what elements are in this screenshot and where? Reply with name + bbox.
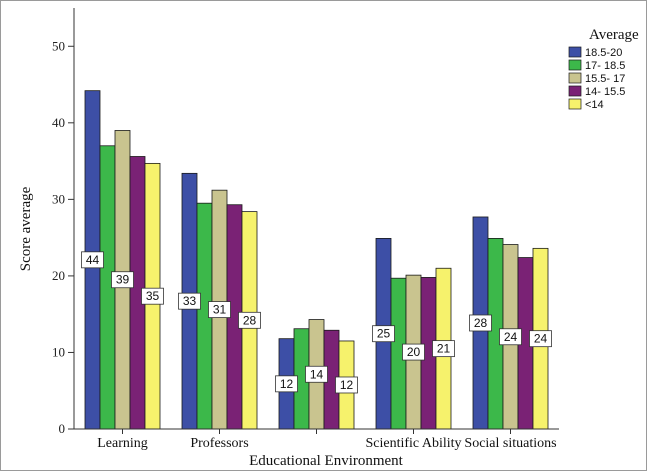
legend-swatch	[568, 59, 582, 71]
data-label: 35	[146, 289, 160, 303]
data-label: 28	[243, 313, 257, 327]
bars: 44 39 35 33 31 28 12 14 12 25 20 21 28 24 24	[81, 90, 552, 430]
data-label-box	[111, 271, 134, 289]
x-tick-label: Social situations	[464, 436, 556, 451]
data-label: 24	[504, 330, 518, 344]
x-tick-label: Learning	[97, 436, 148, 451]
data-label-box	[275, 375, 298, 393]
data-label-box	[208, 301, 231, 318]
data-label-box	[432, 340, 455, 358]
data-label: 12	[340, 378, 354, 392]
data-label-box	[178, 292, 201, 310]
data-label-box	[305, 365, 328, 383]
x-tick-label: Scientific Ability	[365, 436, 461, 451]
y-tick-label: 10	[52, 344, 65, 359]
data-label-box	[499, 328, 522, 346]
x-tick-label: Professors	[190, 436, 248, 451]
legend-swatch	[568, 85, 582, 97]
data-label: 39	[116, 273, 130, 287]
legend-swatch	[568, 72, 582, 84]
data-label-box	[469, 314, 492, 332]
legend-entry: 15.5- 17	[585, 73, 625, 85]
y-axis-title: Score average	[18, 186, 34, 271]
data-label: 14	[310, 367, 324, 381]
legend-entry: 14- 15.5	[585, 86, 625, 98]
y-axis: 0 10 20 30 40 50	[52, 8, 75, 436]
data-label: 44	[86, 253, 100, 267]
legend-swatch	[568, 46, 582, 58]
y-tick-label: 0	[59, 421, 66, 436]
data-label-box	[402, 343, 425, 361]
legend-entry: 18.5-20	[585, 47, 622, 59]
data-label: 31	[213, 303, 227, 317]
legend-swatch	[568, 98, 582, 110]
data-label-box	[529, 330, 552, 348]
data-label-box	[372, 325, 395, 343]
data-label: 33	[183, 294, 197, 308]
y-tick-label: 30	[52, 191, 65, 206]
data-label-box	[81, 251, 104, 269]
data-label-box	[335, 376, 358, 394]
legend-entry: 17- 18.5	[585, 60, 625, 72]
y-tick-label: 40	[52, 115, 65, 130]
data-label: 21	[437, 342, 451, 356]
data-label-box	[141, 287, 164, 305]
data-label: 20	[407, 345, 421, 359]
x-axis: Learning Professors Scientific Ability Soci…	[74, 428, 559, 451]
data-label: 25	[377, 327, 391, 341]
y-tick-label: 50	[52, 38, 65, 53]
x-axis-title: Educational Environment	[249, 453, 404, 469]
data-label: 12	[280, 377, 294, 391]
data-label: 24	[534, 332, 548, 346]
data-label: 28	[474, 316, 488, 330]
legend-entry: <14	[585, 99, 604, 111]
legend-title: Average	[589, 27, 639, 43]
data-label-box	[238, 311, 261, 329]
y-tick-label: 20	[52, 268, 65, 283]
